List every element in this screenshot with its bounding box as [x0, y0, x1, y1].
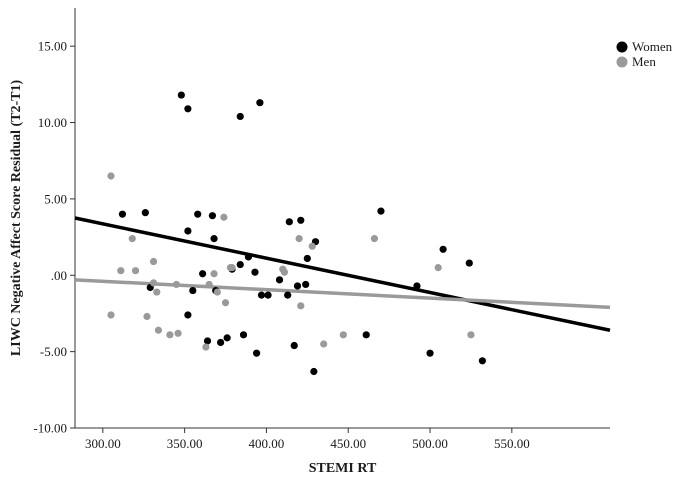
men-point: [220, 213, 228, 221]
men-point: [154, 326, 163, 334]
women-point: [203, 337, 212, 345]
men-point: [107, 172, 115, 180]
legend-men-label: Men: [632, 54, 656, 69]
y-tick-label: 5.00: [44, 191, 67, 206]
men-point: [107, 311, 115, 319]
men-point: [172, 280, 181, 289]
women-point: [257, 291, 266, 299]
men-point: [370, 235, 379, 243]
women-point: [303, 254, 311, 263]
men-point: [228, 264, 236, 272]
men-point: [339, 331, 347, 339]
men-point: [149, 279, 158, 287]
women-point: [362, 331, 370, 339]
women-point: [177, 91, 185, 99]
x-tick-label: 350.00: [167, 436, 203, 451]
legend-women-label: Women: [632, 39, 673, 54]
men-point: [202, 343, 210, 351]
women-point: [275, 276, 284, 284]
men-point: [320, 340, 328, 348]
women-point: [413, 282, 421, 290]
y-tick-label: 15.00: [38, 39, 67, 54]
women-point: [184, 105, 192, 113]
women-point: [239, 331, 248, 339]
women-point: [210, 235, 218, 243]
men-point: [117, 267, 125, 275]
women-point: [256, 99, 264, 107]
men-fit-line: [74, 278, 611, 310]
women-point: [199, 270, 207, 278]
women-point: [141, 209, 149, 217]
women-point: [236, 112, 244, 121]
y-axis-title: LIWC Negative Affect Score Residual (T2-…: [9, 80, 24, 357]
women-point: [293, 282, 302, 290]
women-point: [223, 334, 231, 342]
women-point: [194, 210, 202, 218]
legend-men-marker: [616, 56, 628, 68]
y-tick-label: -5.00: [40, 344, 67, 359]
women-point: [478, 357, 486, 365]
women-point: [284, 291, 292, 299]
women-point: [236, 260, 244, 269]
women-point: [290, 341, 298, 350]
x-tick-label: 450.00: [330, 436, 366, 451]
y-tick-label: 10.00: [38, 115, 67, 130]
women-point: [439, 245, 447, 253]
men-point: [434, 264, 442, 272]
women-point: [184, 227, 192, 235]
x-tick-label: 300.00: [85, 436, 121, 451]
men-point: [308, 242, 316, 250]
women-point: [208, 212, 217, 220]
men-point: [153, 288, 161, 296]
women-point: [264, 291, 272, 299]
women-point: [217, 338, 225, 347]
x-tick-label: 400.00: [249, 436, 285, 451]
women-point: [377, 207, 385, 215]
data-points: [107, 91, 486, 376]
y-tick-label: -10.00: [33, 421, 67, 436]
women-fit-line: [74, 216, 611, 332]
men-point: [280, 268, 289, 276]
women-point: [302, 280, 310, 289]
x-tick-label: 550.00: [494, 436, 530, 451]
men-point: [205, 280, 213, 289]
x-tick-label: 500.00: [412, 436, 448, 451]
women-point: [285, 218, 293, 226]
women-point: [465, 259, 473, 267]
women-point: [184, 311, 192, 319]
men-point: [166, 331, 174, 339]
fit-lines: [74, 216, 611, 332]
men-point: [174, 329, 182, 337]
men-point: [297, 302, 305, 310]
women-point: [244, 253, 253, 261]
women-point: [297, 216, 305, 224]
x-axis-title: STEMI RT: [309, 461, 377, 476]
men-point: [295, 235, 303, 243]
legend-women-marker: [616, 41, 628, 53]
men-point: [131, 267, 140, 275]
women-point: [118, 210, 127, 218]
men-point: [221, 299, 230, 307]
women-point: [253, 349, 261, 357]
axes: 15.00 10.00 5.00 .00 -5.00 -10.00 300.00 350.00…: [33, 8, 610, 451]
legend: Women Men: [616, 39, 673, 69]
y-tick-label: .00: [51, 268, 67, 283]
women-point: [189, 286, 197, 295]
men-point: [213, 288, 221, 296]
men-point: [467, 331, 475, 339]
men-point: [149, 257, 158, 266]
women-point: [426, 349, 434, 357]
women-point: [251, 268, 259, 276]
men-point: [210, 270, 218, 278]
men-point: [128, 235, 136, 243]
women-point: [310, 367, 318, 376]
men-point: [143, 312, 151, 321]
